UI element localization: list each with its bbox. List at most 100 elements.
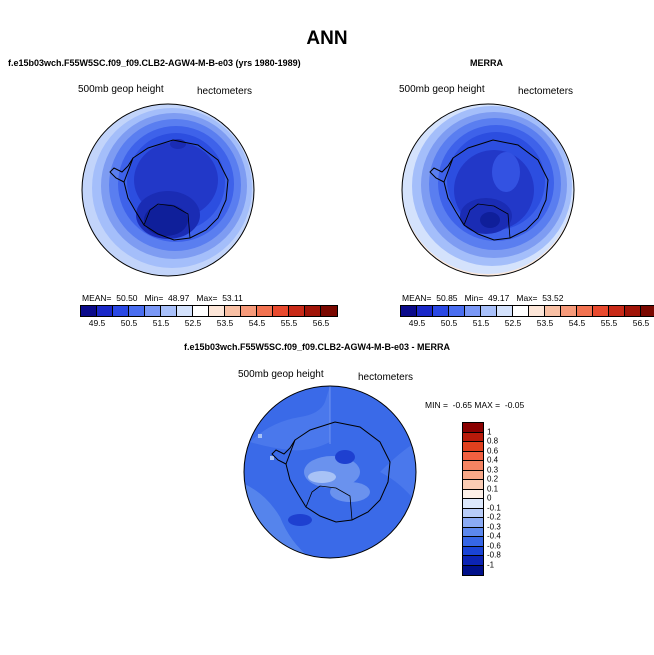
colorbar-swatch xyxy=(225,306,241,316)
peninsula-coastline xyxy=(109,157,134,183)
colorbar-swatch xyxy=(463,470,483,480)
min-value: 49.17 xyxy=(488,293,510,303)
diff-dark-spot xyxy=(335,450,355,464)
colorbar-swatch xyxy=(463,556,483,566)
colorbar-swatch xyxy=(609,306,625,316)
ross-sea-coastline xyxy=(305,485,353,521)
antarctica-coastline xyxy=(443,139,549,241)
colorbar-tick-label: 52.5 xyxy=(504,318,522,328)
colorbar-swatch xyxy=(463,499,483,509)
colorbar-swatch xyxy=(463,442,483,452)
colorbar-swatch xyxy=(561,306,577,316)
colorbar-swatch xyxy=(81,306,97,316)
variable-label-diff: 500mb geop height xyxy=(238,369,324,380)
map-low-core xyxy=(144,204,188,236)
colorbar-tick-label: 0.1 xyxy=(487,484,499,493)
colorbar-swatch xyxy=(463,527,483,537)
diff-light-region xyxy=(330,482,370,502)
colorbar-tick-label: 49.5 xyxy=(88,318,106,328)
colorbar-labels-obs: 49.5 50.5 51.5 52.5 53.5 54.5 55.5 56.5 xyxy=(400,318,654,330)
colorbar-swatch xyxy=(97,306,113,316)
colorbar-tick-label: 56.5 xyxy=(632,318,650,328)
colorbar-swatch xyxy=(529,306,545,316)
colorbar-swatch xyxy=(161,306,177,316)
colorbar-swatch xyxy=(257,306,273,316)
map-low-core xyxy=(480,212,500,228)
colorbar-swatch xyxy=(481,306,497,316)
colorbar-swatch xyxy=(193,306,209,316)
diff-region-a xyxy=(250,386,330,451)
diff-min-value: -0.65 xyxy=(452,400,473,410)
colorbar-swatch xyxy=(145,306,161,316)
colorbar-tick-label: 50.5 xyxy=(440,318,458,328)
colorbar-diff xyxy=(462,422,484,576)
colorbar-swatch xyxy=(463,546,483,556)
variable-label-model: 500mb geop height xyxy=(78,84,164,95)
max-value: 53.11 xyxy=(222,293,243,303)
colorbar-swatch xyxy=(401,306,417,316)
diff-max-value: -0.05 xyxy=(504,400,525,410)
units-label-obs: hectometers xyxy=(518,86,574,97)
units-label-model: hectometers xyxy=(197,86,253,97)
colorbar-swatch xyxy=(433,306,449,316)
colorbar-swatch xyxy=(241,306,257,316)
colorbar-tick-label: 55.5 xyxy=(600,318,618,328)
units-label-diff: hectometers xyxy=(358,372,414,383)
colorbar-swatch xyxy=(417,306,433,316)
colorbar-swatch xyxy=(463,518,483,528)
colorbar-swatch xyxy=(463,508,483,518)
colorbar-swatch xyxy=(321,306,337,316)
peninsula-coastline xyxy=(429,157,454,183)
colorbar-tick-label: 52.5 xyxy=(184,318,202,328)
stats-model: MEAN= 50.50 Min= 48.97 Max= 53.11 xyxy=(82,293,243,303)
diff-minmax: MIN = -0.65 MAX = -0.05 xyxy=(425,400,525,410)
colorbar-swatch xyxy=(497,306,513,316)
colorbar-swatch xyxy=(577,306,593,316)
panel-title-model: f.e15b03wch.F55W5SC.f09_f09.CLB2-AGW4-M-… xyxy=(8,58,301,68)
colorbar-swatch xyxy=(463,451,483,461)
colorbar-tick-label: 1 xyxy=(487,427,492,436)
colorbar-tick-label: 0.4 xyxy=(487,455,499,465)
ross-sea-coastline xyxy=(463,203,511,239)
colorbar-tick-label: 51.5 xyxy=(152,318,170,328)
colorbar-tick-label: 53.5 xyxy=(536,318,554,328)
mean-value: 50.85 xyxy=(436,293,458,303)
colorbar-tick-label: -0.3 xyxy=(487,522,501,531)
colorbar-labels-model: 49.5 50.5 51.5 52.5 53.5 54.5 55.5 56.5 xyxy=(80,318,340,330)
min-value: 48.97 xyxy=(168,293,190,303)
colorbar-swatch xyxy=(273,306,289,316)
map-model xyxy=(81,103,255,277)
mean-value: 50.50 xyxy=(116,293,138,303)
colorbar-swatch xyxy=(209,306,225,316)
colorbar-tick-label: -0.1 xyxy=(487,503,501,512)
colorbar-tick-label: 49.5 xyxy=(408,318,426,328)
colorbar-swatch xyxy=(177,306,193,316)
colorbar-tick-label: 53.5 xyxy=(216,318,234,328)
colorbar-tick-label: 0.6 xyxy=(487,446,499,455)
diff-pale-dot-2 xyxy=(270,456,274,460)
colorbar-swatch xyxy=(545,306,561,316)
colorbar-tick-label: 50.5 xyxy=(120,318,138,328)
diff-dark-spot-2 xyxy=(288,514,312,526)
map-border xyxy=(243,385,417,559)
colorbar-tick-label: 0.2 xyxy=(487,474,499,484)
map-obs xyxy=(401,103,575,277)
colorbar-swatch xyxy=(289,306,305,316)
colorbar-tick-label: 56.5 xyxy=(312,318,330,328)
colorbar-swatch xyxy=(465,306,481,316)
variable-label-obs: 500mb geop height xyxy=(399,84,485,95)
colorbar-tick-label: 0.8 xyxy=(487,436,499,446)
colorbar-tick-label: -0.8 xyxy=(487,550,501,560)
colorbar-tick-label: -0.6 xyxy=(487,541,501,550)
colorbar-swatch xyxy=(129,306,145,316)
colorbar-model xyxy=(80,305,338,317)
map-border xyxy=(81,103,255,277)
colorbar-tick-label: 54.5 xyxy=(568,318,586,328)
antarctica-coastline xyxy=(123,139,229,241)
colorbar-swatch xyxy=(463,432,483,442)
colorbar-tick-label: 55.5 xyxy=(280,318,298,328)
colorbar-swatch xyxy=(593,306,609,316)
colorbar-tick-label: -1 xyxy=(487,560,495,569)
colorbar-tick-label: 54.5 xyxy=(248,318,266,328)
map-high-lobe xyxy=(492,152,520,192)
